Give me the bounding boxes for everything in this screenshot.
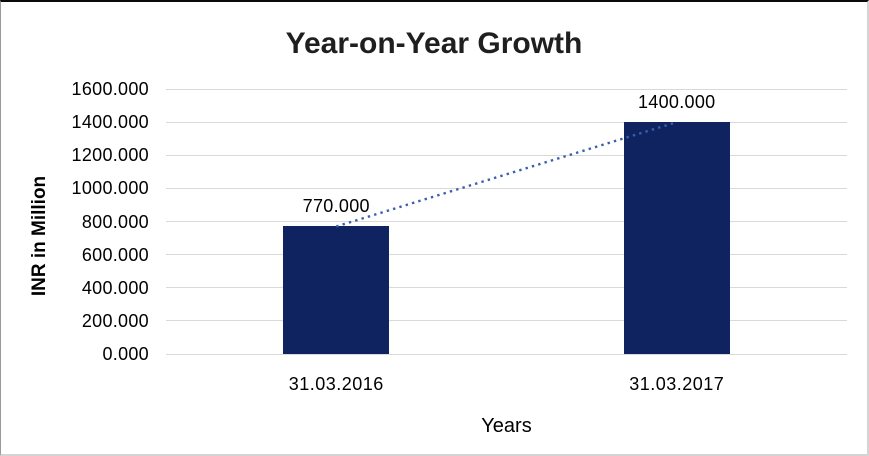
bar-data-label: 1400.000: [638, 92, 716, 113]
x-category-label: 31.03.2016: [288, 374, 384, 394]
y-axis-tick-label: 200.000: [81, 310, 149, 331]
gridline: [166, 221, 847, 222]
x-axis-title: Years: [481, 415, 532, 437]
chart-title: Year-on-Year Growth: [285, 27, 583, 60]
trendline: [335, 120, 678, 228]
gridline: [166, 88, 847, 90]
y-axis-tick-label: 1200.000: [71, 145, 149, 166]
gridline: [166, 121, 847, 123]
y-axis-tick-label: 400.000: [81, 277, 149, 298]
y-axis-tick-label: 1400.000: [71, 112, 149, 133]
bar: [283, 226, 390, 354]
gridline: [166, 353, 847, 355]
y-axis-tick-label: 0.000: [102, 344, 149, 364]
bar: [623, 122, 730, 354]
x-category-label: 31.03.2017: [629, 374, 725, 394]
gridline: [166, 287, 847, 289]
y-axis-tick-label: 1600.000: [71, 79, 149, 99]
y-axis-tick-label: 1000.000: [71, 178, 149, 199]
y-axis-tick-label: 800.000: [81, 211, 149, 232]
y-axis-tick-label: 600.000: [81, 244, 149, 265]
gridline: [166, 187, 847, 189]
gridline: [166, 320, 847, 322]
gridline: [166, 154, 847, 156]
bar-data-label: 770.000: [302, 196, 370, 217]
gridline: [166, 254, 847, 256]
